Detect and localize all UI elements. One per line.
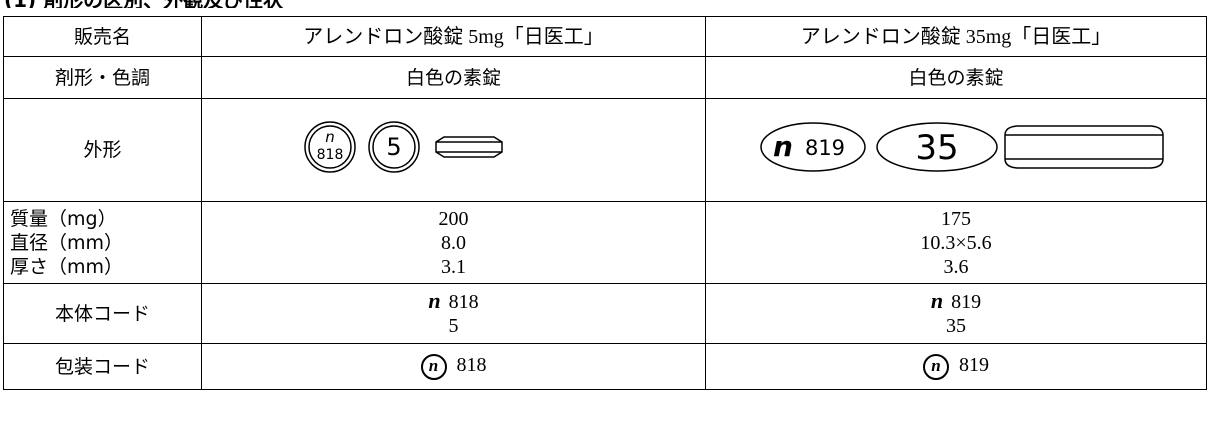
value: 819 [959, 354, 989, 377]
cell: n 819 [705, 343, 1207, 390]
row: 本体コード n 818 5 n 819 35 [3, 283, 1207, 344]
row: 質量（mg） 直径（mm） 厚さ（mm） 200 8.0 3.1 175 10.… [3, 201, 1207, 284]
value: 3.1 [441, 255, 466, 278]
cell: 白色の素錠 [201, 56, 706, 99]
imprint: 5 [386, 133, 401, 161]
tablet-outline [303, 121, 356, 173]
tablet-side [434, 136, 503, 158]
cell: n 818 5 [201, 283, 706, 344]
value: 3.6 [943, 255, 969, 278]
section-title: (1) 剤形の区別、外観及び性状 [4, 0, 283, 8]
cell: n 819 35 [705, 283, 1207, 344]
cell: アレンドロン酸錠 35mg「日医工」 [705, 16, 1207, 57]
imprint: 35 [915, 128, 958, 168]
value: 175 [941, 207, 971, 230]
imprint: n [325, 128, 335, 146]
spec-table: 販売名 アレンドロン酸錠 5mg「日医工」 アレンドロン酸錠 35mg「日医工」… [3, 16, 1207, 390]
imprint: 818 [316, 147, 343, 163]
tablet-side [1004, 125, 1164, 169]
symbol: n [923, 353, 949, 380]
value: 8.0 [441, 231, 466, 254]
cell: 200 8.0 3.1 [201, 201, 706, 284]
tablet-drawing: n 819 35 [760, 122, 1164, 172]
cell: 剤形・色調 [3, 56, 202, 99]
value: 5 [448, 315, 459, 337]
row: 剤形・色調 白色の素錠 白色の素錠 [3, 56, 1207, 99]
value: 818 [448, 291, 479, 313]
cell: 販売名 [3, 16, 202, 57]
value: 200 [438, 207, 469, 230]
tablet-drawing: n 818 5 [303, 121, 503, 173]
label-line: 質量（mg） [10, 207, 117, 230]
value: 10.3×5.6 [920, 231, 992, 254]
imprint: 819 [805, 136, 845, 160]
value: 818 [456, 354, 487, 377]
cell: 質量（mg） 直径（mm） 厚さ（mm） [3, 201, 202, 284]
cell: 外形 [3, 98, 202, 202]
cell: n 818 [201, 343, 706, 390]
label-line: 厚さ（mm） [10, 255, 124, 278]
imprint: n [773, 130, 793, 163]
cell: 175 10.3×5.6 3.6 [705, 201, 1207, 284]
header-row: 販売名 アレンドロン酸錠 5mg「日医工」 アレンドロン酸錠 35mg「日医工」 [3, 16, 1207, 57]
cell: 白色の素錠 [705, 56, 1207, 99]
tablet-outline [760, 122, 866, 172]
cell: n 819 35 [705, 98, 1207, 202]
cell: アレンドロン酸錠 5mg「日医工」 [201, 16, 706, 57]
tablet-outline [371, 125, 416, 169]
symbol: n [930, 288, 944, 313]
cell: 本体コード [3, 283, 202, 344]
cell: n 818 5 [201, 98, 706, 202]
row: 外形 n 818 5 n 819 35 [3, 98, 1207, 202]
value: 35 [946, 315, 966, 337]
symbol: n [420, 353, 447, 380]
tablet-outline [876, 122, 998, 172]
tablet-outline [367, 121, 420, 173]
label-line: 直径（mm） [10, 231, 124, 254]
tablet-outline [307, 125, 352, 169]
row: 包装コード n 818 n 819 [3, 343, 1207, 390]
value: 819 [951, 291, 982, 313]
symbol: n [428, 288, 441, 313]
cell: 包装コード [3, 343, 202, 390]
